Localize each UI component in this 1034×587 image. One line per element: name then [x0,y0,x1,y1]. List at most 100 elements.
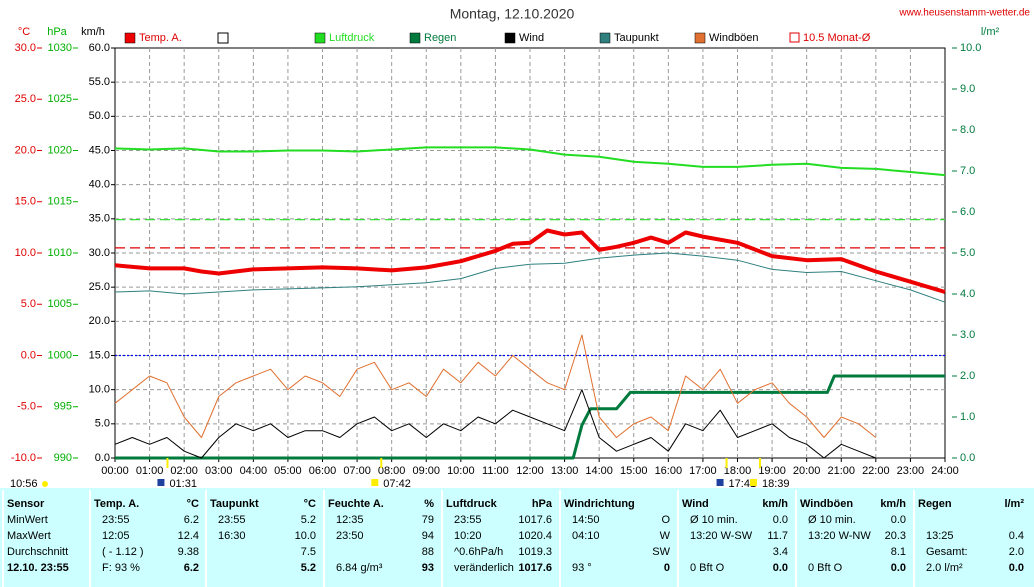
legend-label: Luftdruck [329,32,375,44]
sun-icon [42,481,48,487]
table-cell: 0.0 [773,514,788,526]
table-cell: 1017.6 [518,562,552,574]
table-cell: ^0.6hPa/h [454,546,503,558]
x-tick-label: 23:00 [897,465,925,477]
table-cell: 6.84 g/m³ [336,562,383,574]
x-tick-label: 04:00 [240,465,268,477]
table-cell: 12:35 [336,514,364,526]
x-tick-label: 14:00 [585,465,613,477]
table-cell: 5.2 [301,514,316,526]
table-header: Taupunkt [210,498,259,510]
y-tick-label: 3.0 [960,329,975,341]
x-tick-label: 24:00 [931,465,959,477]
table-header: % [424,498,434,510]
table-cell: 1020.4 [518,530,552,542]
table-header: km/h [762,498,788,510]
chart-title: Montag, 12.10.2020 [450,6,575,22]
y-tick-label: 30.0 [15,42,36,54]
table-cell: W [660,530,671,542]
x-tick-label: 11:00 [482,465,509,477]
y-tick-label: -5.0 [17,401,36,413]
legend-blank-box [217,32,229,44]
table-cell: 0 Bft O [808,562,843,574]
legend-label: Windböen [709,32,759,44]
table-cell: 04:10 [572,530,600,542]
legend-swatch [409,32,421,44]
y-tick-label: 25.0 [89,281,110,293]
x-tick-label: 22:00 [862,465,890,477]
series-line [115,374,945,460]
table-cell: 1017.6 [518,514,552,526]
x-tick-label: 21:00 [827,465,855,477]
table-cell: 10.0 [295,530,316,542]
series-line [114,146,946,177]
table-cell: 0.0 [891,562,906,574]
y-tick-label: 5.0 [960,247,975,259]
table-cell: Ø 10 min. [690,514,738,526]
table-header: Windrichtung [564,498,635,510]
y-tick-label: 5.0 [21,298,36,310]
x-tick-label: 09:00 [412,465,440,477]
table-cell: ( - 1.12 ) [102,546,144,558]
axis-unit: °C [18,26,30,38]
x-tick-label: 12:00 [516,465,544,477]
table-cell: 93 ° [572,562,592,574]
legend-swatch [694,32,706,44]
table-cell: 0.0 [891,514,906,526]
y-tick-label: 995 [54,401,72,413]
table-cell: 10:20 [454,530,482,542]
x-tick-label: 06:00 [309,465,337,477]
table-cell: Ø 10 min. [808,514,856,526]
table-header: Luftdruck [446,498,498,510]
table-cell: 2.0 l/m² [926,562,963,574]
table-cell: 6.2 [184,514,199,526]
table-cell: 23:50 [336,530,364,542]
axis-unit: hPa [47,26,67,38]
x-tick-label: 15:00 [620,465,648,477]
marker-icon [371,479,379,486]
time-marker-label: 01:31 [169,478,197,490]
time-marker-label: 17:41 [729,478,757,490]
table-cell: 0.4 [1009,530,1024,542]
series-line [114,228,946,294]
y-tick-label: 60.0 [89,42,110,54]
y-tick-label: 35.0 [89,213,110,225]
legend-swatch [314,32,326,44]
source: www.heusenstamm-wetter.de [898,8,1030,19]
y-tick-label: 25.0 [15,93,36,105]
y-tick-label: 4.0 [960,288,975,300]
x-tick-label: 10:00 [447,465,475,477]
table-cell: 2.0 [1009,546,1024,558]
y-tick-label: 40.0 [89,179,110,191]
table-cell: 12.10. 23:55 [7,562,69,574]
x-tick-label: 08:00 [378,465,406,477]
y-tick-label: 20.0 [89,315,110,327]
y-tick-label: 10.0 [15,247,36,259]
y-tick-label: 10.0 [89,384,110,396]
x-tick-label: 01:00 [136,465,164,477]
table-cell: 0.0 [1009,562,1024,574]
time-marker-label: 18:39 [762,478,790,490]
table-cell: 12:05 [102,530,130,542]
table-header: Wind [682,498,709,510]
y-tick-label: -10.0 [11,452,36,464]
y-tick-label: 15.0 [89,349,110,361]
table-cell: 7.5 [301,546,316,558]
table-background [0,488,1034,587]
table-cell: 11.7 [767,530,788,542]
legend-label: Wind [519,32,544,44]
x-tick-label: 20:00 [793,465,821,477]
y-tick-label: 55.0 [89,76,110,88]
y-tick-label: 9.0 [960,83,975,95]
table-cell: 14:50 [572,514,600,526]
table-header: l/m² [1004,498,1024,510]
table-cell: 9.38 [178,546,199,558]
table-cell: 3.4 [773,546,788,558]
y-tick-label: 1010 [48,247,72,259]
table-cell: 94 [422,530,434,542]
table-header: Sensor [7,498,45,510]
table-cell: 13:20 W-NW [808,530,871,542]
marker-icon [716,479,724,486]
